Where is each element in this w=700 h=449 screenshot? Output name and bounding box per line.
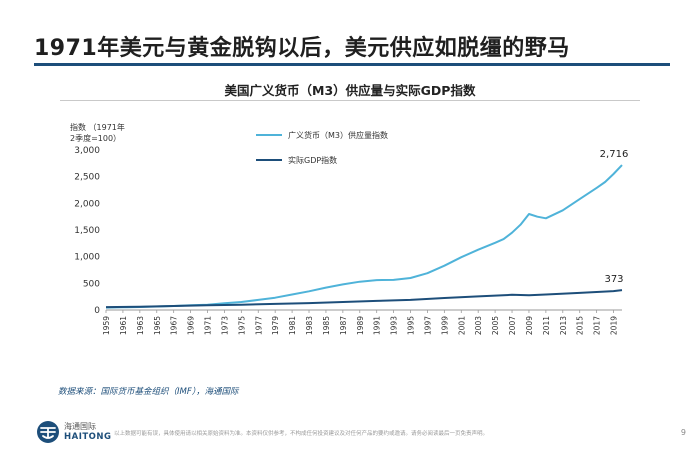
x-tick-label: 1975 [237, 316, 246, 335]
x-tick-label: 1967 [170, 316, 179, 335]
brand-name-en: HAITONG [64, 432, 112, 442]
chart-title-underline [60, 100, 640, 101]
end-value-label: 2,716 [600, 149, 629, 160]
x-tick-label: 1977 [254, 316, 263, 335]
x-tick-label: 1973 [220, 316, 229, 335]
end-value-label: 373 [604, 274, 623, 285]
y-tick-label: 3,000 [74, 146, 100, 156]
x-tick-label: 1999 [440, 316, 449, 335]
x-tick-label: 1995 [407, 316, 416, 335]
legend-label: 广义货币（M3）供应量指数 [288, 130, 388, 140]
x-tick-label: 1959 [102, 316, 111, 335]
x-tick-label: 1981 [288, 316, 297, 335]
page-title: 1971年美元与黄金脱钩以后，美元供应如脱缰的野马 [34, 36, 570, 61]
x-tick-label: 1989 [356, 316, 365, 335]
y-tick-label: 1,000 [74, 253, 100, 263]
title-divider [34, 63, 670, 66]
y-axis-label-line-1: 指数 （1971年 [70, 122, 125, 132]
legend-label: 实际GDP指数 [288, 155, 337, 165]
x-tick-label: 1985 [322, 316, 331, 335]
x-tick-label: 2013 [559, 316, 568, 335]
y-tick-label: 1,500 [74, 226, 100, 236]
footer-brand: 海通国际 HAITONG [64, 421, 111, 443]
chart-title: 美国广义货币（M3）供应量与实际GDP指数 [224, 83, 476, 98]
x-tick-label: 1965 [153, 316, 162, 335]
series-line-gdp [105, 289, 623, 309]
x-tick-label: 1969 [187, 316, 196, 335]
x-tick-label: 1983 [305, 316, 314, 335]
x-tick-label: 2015 [576, 316, 585, 335]
x-tick-label: 2017 [593, 316, 602, 335]
x-tick-label: 1997 [423, 316, 432, 335]
x-tick-label: 2007 [508, 316, 517, 335]
x-tick-label: 1993 [390, 316, 399, 335]
y-tick-label: 2,500 [74, 173, 100, 183]
x-tick-label: 2001 [457, 316, 466, 335]
x-tick-label: 2003 [474, 316, 483, 335]
series-line-m3 [105, 164, 623, 309]
x-tick-label: 1991 [373, 316, 382, 335]
y-tick-label: 2,000 [74, 199, 100, 209]
x-tick-label: 2019 [610, 316, 619, 335]
y-tick-label: 500 [83, 279, 100, 289]
x-tick-label: 2011 [542, 316, 551, 335]
haitong-logo-icon [37, 421, 59, 443]
x-tick-label: 1979 [271, 316, 280, 335]
x-tick-label: 1961 [119, 316, 128, 335]
source-note: 数据来源：国际货币基金组织（IMF），海通国际 [58, 387, 239, 397]
x-tick-label: 1963 [136, 316, 145, 335]
y-axis-label-line-2: 2季度=100） [70, 133, 121, 143]
disclaimer-text: 以上数据可能有误，具体使用请以相关原始资料为准。本资料仅供参考，不构成任何投资建… [114, 431, 489, 437]
y-tick-label: 0 [94, 306, 100, 316]
x-tick-label: 1987 [339, 316, 348, 335]
x-tick-label: 2005 [491, 316, 500, 335]
x-tick-label: 1971 [204, 316, 213, 335]
brand-name-cn: 海通国际 [64, 422, 96, 431]
x-tick-label: 2009 [525, 316, 534, 335]
page-number: 9 [680, 428, 686, 437]
